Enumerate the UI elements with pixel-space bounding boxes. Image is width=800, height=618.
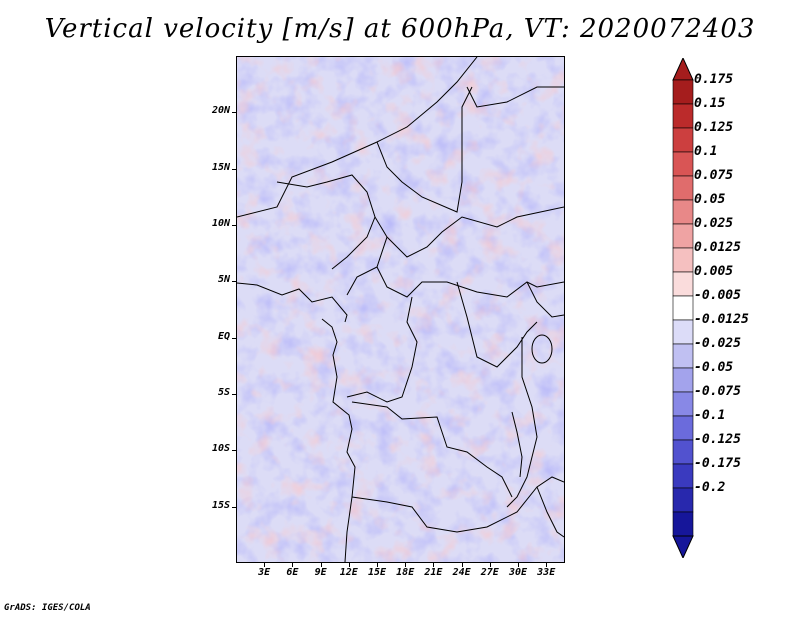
colorbar-swatch bbox=[672, 319, 694, 345]
colorbar-value-label: 0.025 bbox=[694, 216, 734, 231]
lake-tanganyika bbox=[511, 411, 523, 478]
border-angola-zambia bbox=[351, 476, 564, 533]
map-plot-area bbox=[236, 56, 565, 563]
colorbar-top-cap bbox=[672, 58, 694, 81]
lon-tick-label: 27E bbox=[480, 567, 499, 578]
lon-tick-label: 21E bbox=[424, 567, 443, 578]
lon-tick-mark bbox=[489, 563, 491, 567]
border-malawi bbox=[536, 486, 564, 538]
colorbar bbox=[672, 58, 694, 558]
colorbar-swatch bbox=[672, 487, 694, 513]
colorbar-swatch bbox=[672, 343, 694, 369]
lat-tick-mark bbox=[232, 506, 236, 508]
colorbar-value-label: -0.05 bbox=[694, 360, 734, 375]
country-borders bbox=[237, 57, 564, 562]
lon-tick-label: 18E bbox=[396, 567, 415, 578]
lon-tick-label: 33E bbox=[537, 567, 556, 578]
colorbar-value-label: 0.1 bbox=[694, 144, 718, 159]
lat-tick-label: 10S bbox=[211, 443, 230, 455]
lat-tick-label: 20N bbox=[211, 105, 230, 117]
border-car-south bbox=[376, 266, 564, 298]
border-egypt-sudan bbox=[466, 86, 564, 108]
colorbar-swatch bbox=[672, 151, 694, 177]
colorbar-swatch bbox=[672, 367, 694, 393]
colorbar-value-label: 0.005 bbox=[694, 264, 734, 279]
colorbar-swatch bbox=[672, 295, 694, 321]
lat-tick-mark bbox=[232, 450, 236, 452]
border-chad-east bbox=[376, 86, 473, 213]
lat-tick-mark bbox=[232, 112, 236, 114]
lon-tick-mark bbox=[348, 563, 350, 567]
lat-tick-label: 15S bbox=[211, 499, 230, 511]
lat-tick-label: EQ bbox=[217, 330, 230, 342]
lat-tick-mark bbox=[232, 337, 236, 339]
colorbar-value-label: 0.15 bbox=[694, 96, 726, 111]
chart-title: Vertical velocity [m/s] at 600hPa, VT: 2… bbox=[44, 14, 756, 44]
coastline-gulf-of-guinea bbox=[237, 282, 348, 323]
lon-tick-label: 12E bbox=[339, 567, 358, 578]
colorbar-swatch bbox=[672, 391, 694, 417]
lon-tick-label: 6E bbox=[286, 567, 299, 578]
colorbar-swatch bbox=[672, 223, 694, 249]
lon-tick-label: 15E bbox=[367, 567, 387, 578]
lon-tick-mark bbox=[292, 563, 294, 567]
colorbar-swatch bbox=[672, 127, 694, 153]
colorbar-value-label: 0.075 bbox=[694, 168, 734, 183]
border-congo bbox=[346, 296, 418, 403]
colorbar-swatch bbox=[672, 79, 694, 105]
lon-tick-label: 9E bbox=[314, 567, 327, 578]
lon-tick-mark bbox=[405, 563, 407, 567]
colorbar-value-label: 0.0125 bbox=[694, 240, 741, 255]
colorbar-value-label: 0.175 bbox=[694, 72, 734, 87]
lon-tick-label: 3E bbox=[258, 567, 271, 578]
border-drc-east bbox=[506, 337, 538, 508]
colorbar-value-label: -0.1 bbox=[694, 408, 726, 423]
colorbar-swatch bbox=[672, 271, 694, 297]
colorbar-value-label: -0.005 bbox=[694, 288, 741, 303]
colorbar-value-label: 0.125 bbox=[694, 120, 734, 135]
lat-tick-label: 5S bbox=[217, 387, 230, 398]
colorbar-value-label: -0.025 bbox=[694, 336, 741, 351]
lat-tick-label: 15N bbox=[211, 161, 230, 173]
colorbar-swatch bbox=[672, 247, 694, 273]
border-niger-nigeria bbox=[276, 174, 376, 270]
lake-victoria bbox=[531, 334, 553, 364]
velocity-field-map bbox=[237, 57, 564, 562]
lat-tick-label: 5N bbox=[217, 274, 230, 286]
lat-tick-mark bbox=[232, 281, 236, 283]
lon-tick-mark bbox=[461, 563, 463, 567]
lon-tick-label: 24E bbox=[452, 567, 471, 578]
lat-tick-mark bbox=[232, 394, 236, 395]
colorbar-swatch bbox=[672, 463, 694, 489]
colorbar-value-label: -0.075 bbox=[694, 384, 741, 399]
lat-tick-label: 10N bbox=[211, 218, 230, 229]
lon-tick-label: 30E bbox=[508, 567, 528, 578]
colorbar-value-label: -0.0125 bbox=[694, 312, 749, 327]
lon-tick-mark bbox=[518, 563, 519, 567]
lat-tick-mark bbox=[232, 168, 236, 170]
colorbar-swatch bbox=[672, 439, 694, 465]
lon-tick-mark bbox=[433, 563, 435, 567]
footer-credit: GrADS: IGES/COLA bbox=[4, 603, 91, 613]
colorbar-swatch bbox=[672, 511, 694, 537]
border-drc-angola bbox=[351, 401, 513, 498]
lon-tick-mark bbox=[546, 563, 548, 567]
colorbar-value-label: -0.125 bbox=[694, 432, 741, 447]
colorbar-swatch bbox=[672, 103, 694, 129]
colorbar-value-label: -0.2 bbox=[694, 480, 726, 495]
colorbar-swatch bbox=[672, 199, 694, 225]
colorbar-bottom-cap bbox=[672, 535, 694, 558]
colorbar-swatch bbox=[672, 175, 694, 201]
colorbar-value-label: -0.175 bbox=[694, 456, 741, 471]
colorbar-value-label: 0.05 bbox=[694, 192, 726, 207]
rising-motion-texture bbox=[237, 57, 564, 562]
colorbar-swatch bbox=[672, 415, 694, 441]
border-drc-north bbox=[456, 281, 538, 368]
lat-tick-mark bbox=[232, 225, 236, 226]
border-car-sudan bbox=[386, 206, 564, 258]
lon-tick-mark bbox=[377, 563, 378, 567]
lon-tick-mark bbox=[264, 563, 266, 567]
border-south-sudan-uganda bbox=[526, 281, 564, 318]
lon-tick-mark bbox=[320, 563, 322, 567]
